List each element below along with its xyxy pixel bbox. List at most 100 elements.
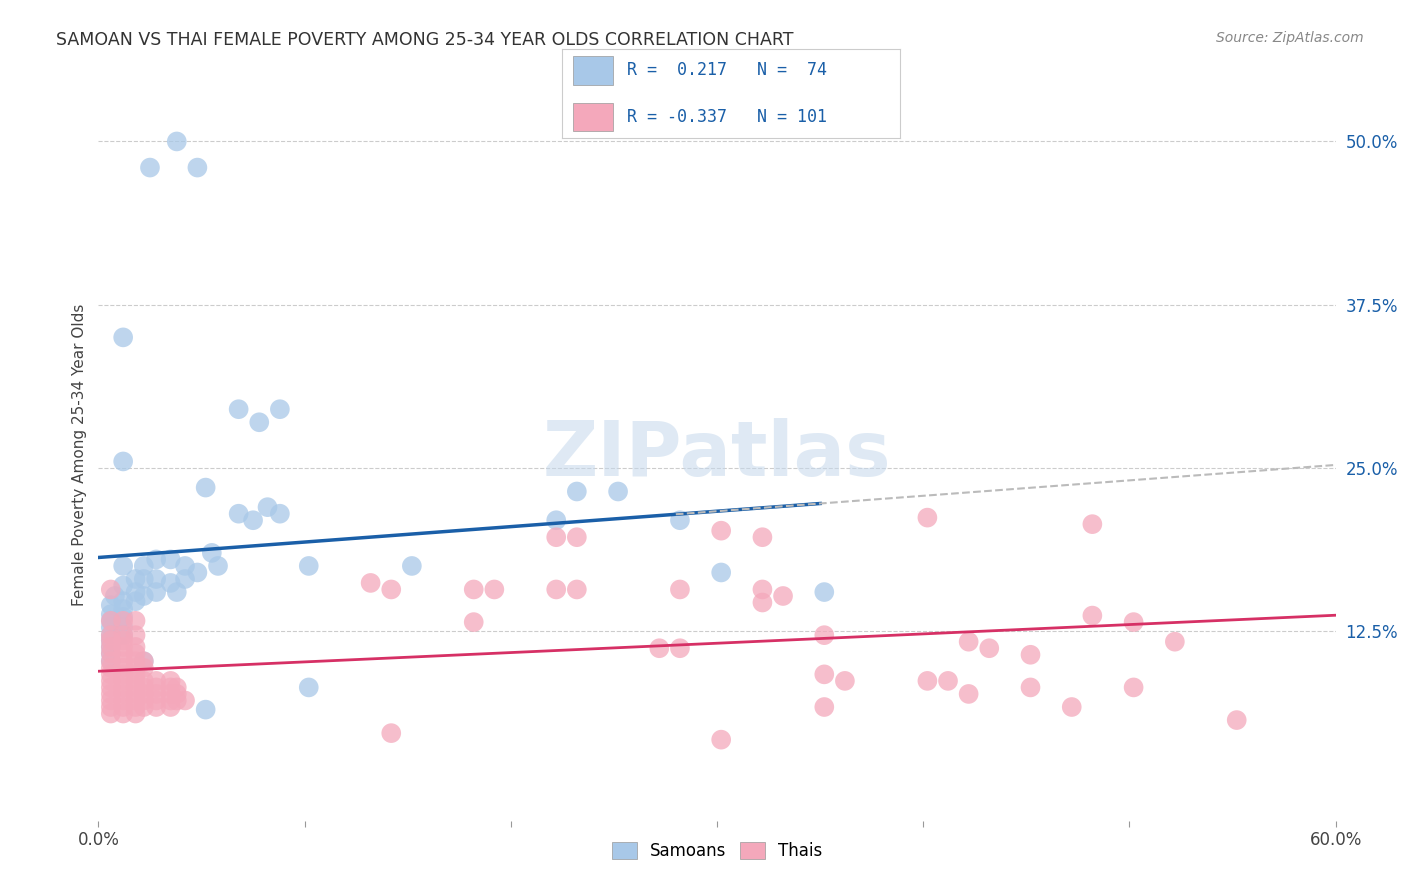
- Point: [256, 500, 278, 515]
- Point: [710, 566, 733, 580]
- Point: [174, 693, 197, 707]
- Point: [132, 700, 155, 714]
- Point: [112, 628, 135, 642]
- Point: [565, 484, 588, 499]
- Point: [112, 687, 135, 701]
- Point: [159, 681, 181, 695]
- Point: [100, 706, 122, 721]
- Point: [194, 703, 217, 717]
- Point: [100, 654, 122, 668]
- Point: [1081, 517, 1104, 532]
- Point: [100, 667, 122, 681]
- Point: [112, 454, 135, 468]
- Point: [124, 667, 146, 681]
- Point: [201, 546, 224, 560]
- Point: [565, 582, 588, 597]
- Point: [1122, 615, 1144, 629]
- Point: [100, 647, 122, 661]
- Point: [957, 687, 980, 701]
- Point: [112, 706, 135, 721]
- Point: [298, 558, 321, 573]
- Point: [194, 481, 217, 495]
- Point: [834, 673, 856, 688]
- Point: [112, 700, 135, 714]
- Point: [159, 552, 181, 566]
- Point: [360, 576, 382, 591]
- Point: [917, 673, 939, 688]
- Text: R = -0.337   N = 101: R = -0.337 N = 101: [627, 108, 827, 126]
- Point: [484, 582, 506, 597]
- Point: [145, 585, 167, 599]
- Point: [174, 572, 197, 586]
- Point: [813, 628, 835, 642]
- Point: [710, 524, 733, 538]
- Point: [100, 673, 122, 688]
- Point: [112, 647, 135, 661]
- Point: [124, 640, 146, 654]
- Point: [124, 687, 146, 701]
- Text: SAMOAN VS THAI FEMALE POVERTY AMONG 25-34 YEAR OLDS CORRELATION CHART: SAMOAN VS THAI FEMALE POVERTY AMONG 25-3…: [56, 31, 794, 49]
- Text: ZIPatlas: ZIPatlas: [543, 418, 891, 491]
- Point: [269, 507, 291, 521]
- Point: [112, 602, 135, 616]
- Point: [269, 402, 291, 417]
- Point: [112, 693, 135, 707]
- Point: [100, 693, 122, 707]
- Point: [159, 693, 181, 707]
- Point: [124, 594, 146, 608]
- Point: [112, 667, 135, 681]
- Point: [957, 634, 980, 648]
- Point: [112, 578, 135, 592]
- Point: [132, 572, 155, 586]
- Point: [228, 402, 250, 417]
- Point: [100, 628, 122, 642]
- Point: [546, 582, 568, 597]
- Point: [159, 576, 181, 591]
- Point: [112, 610, 135, 624]
- Point: [124, 673, 146, 688]
- Point: [772, 589, 794, 603]
- Point: [100, 598, 122, 612]
- Point: [159, 687, 181, 701]
- Point: [100, 687, 122, 701]
- Point: [100, 614, 122, 628]
- Point: [139, 161, 162, 175]
- Point: [1019, 681, 1042, 695]
- Point: [145, 700, 167, 714]
- Point: [751, 582, 773, 597]
- Point: [166, 681, 188, 695]
- Point: [669, 582, 692, 597]
- Point: [145, 687, 167, 701]
- Point: [648, 641, 671, 656]
- Point: [380, 582, 402, 597]
- Point: [100, 700, 122, 714]
- Point: [813, 667, 835, 681]
- Point: [100, 628, 122, 642]
- Point: [112, 620, 135, 634]
- Point: [145, 681, 167, 695]
- Point: [546, 513, 568, 527]
- Point: [166, 585, 188, 599]
- Point: [104, 589, 127, 603]
- Point: [669, 513, 692, 527]
- Point: [463, 615, 485, 629]
- Point: [112, 640, 135, 654]
- Point: [813, 585, 835, 599]
- Point: [100, 607, 122, 622]
- Point: [186, 566, 208, 580]
- Point: [112, 654, 135, 668]
- Text: R =  0.217   N =  74: R = 0.217 N = 74: [627, 62, 827, 79]
- FancyBboxPatch shape: [572, 103, 613, 131]
- Point: [1122, 681, 1144, 695]
- Point: [145, 552, 167, 566]
- Point: [132, 654, 155, 668]
- Point: [112, 558, 135, 573]
- Point: [100, 614, 122, 628]
- Point: [112, 330, 135, 344]
- Point: [100, 633, 122, 648]
- Legend: Samoans, Thais: Samoans, Thais: [605, 836, 830, 867]
- Point: [100, 582, 122, 597]
- Point: [166, 693, 188, 707]
- Point: [710, 732, 733, 747]
- Point: [813, 700, 835, 714]
